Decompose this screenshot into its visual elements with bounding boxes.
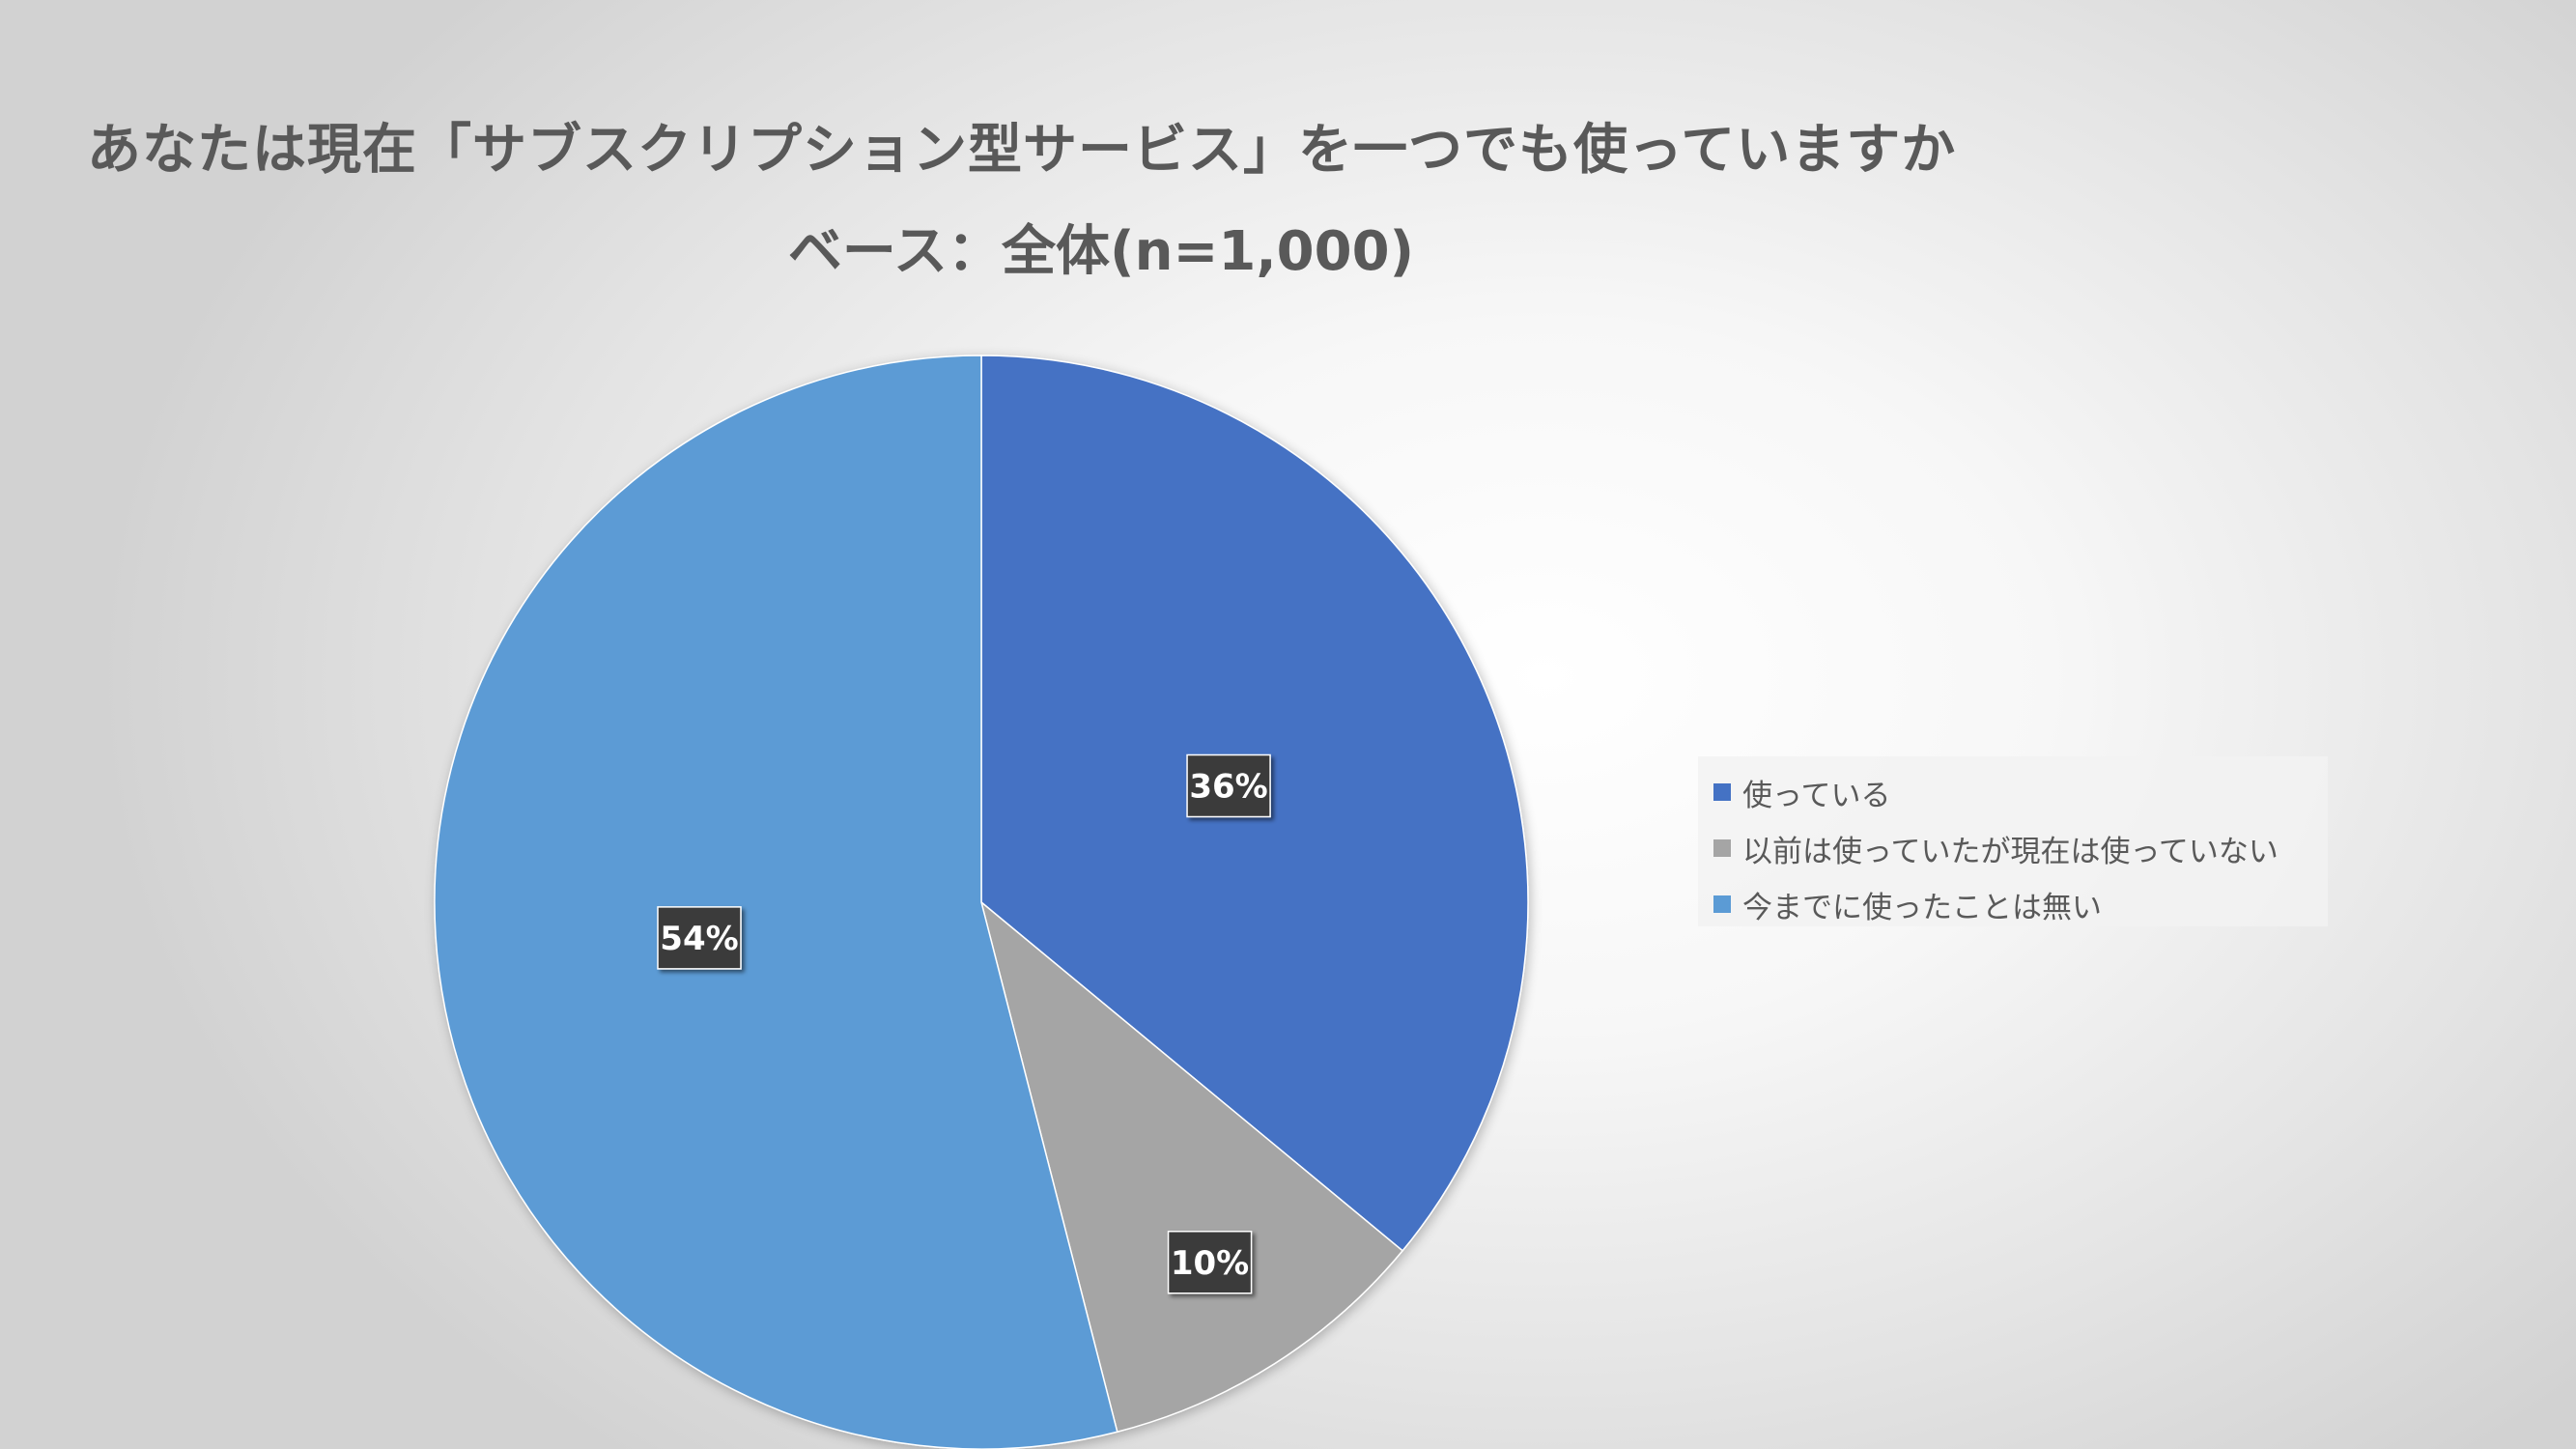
data-label-never-used: 54% <box>657 906 742 970</box>
legend-item-never-used: 今までに使ったことは無い <box>1698 876 2328 932</box>
data-label-using: 36% <box>1186 753 1271 818</box>
data-label-never-used-text: 54% <box>660 920 738 958</box>
legend-swatch-never-used <box>1713 895 1731 913</box>
data-label-used-before-text: 10% <box>1171 1244 1249 1283</box>
legend-label-used-before: 以前は使っていたが現在は使っていない <box>1742 834 2279 869</box>
chart-title: あなたは現在「サブスクリプション型サービス」を一つでも使っていますか <box>87 119 1957 182</box>
legend-label-never-used: 今までに使ったことは無い <box>1742 890 2102 925</box>
chart-subtitle: ベース：全体(n=1,000) <box>787 220 1415 283</box>
legend-label-using: 使っている <box>1742 778 1891 813</box>
pie-slice-never-used <box>434 355 1118 1449</box>
chart-legend: 使っている 以前は使っていたが現在は使っていない 今までに使ったことは無い <box>1698 756 2328 926</box>
data-label-used-before: 10% <box>1167 1231 1253 1294</box>
pie-slice-used-before <box>979 899 1404 1434</box>
legend-item-using: 使っている <box>1698 764 2328 820</box>
data-label-using-text: 36% <box>1189 768 1267 807</box>
legend-swatch-used-before <box>1713 839 1731 857</box>
legend-item-used-before: 以前は使っていたが現在は使っていない <box>1698 820 2328 876</box>
legend-swatch-using <box>1713 783 1731 801</box>
